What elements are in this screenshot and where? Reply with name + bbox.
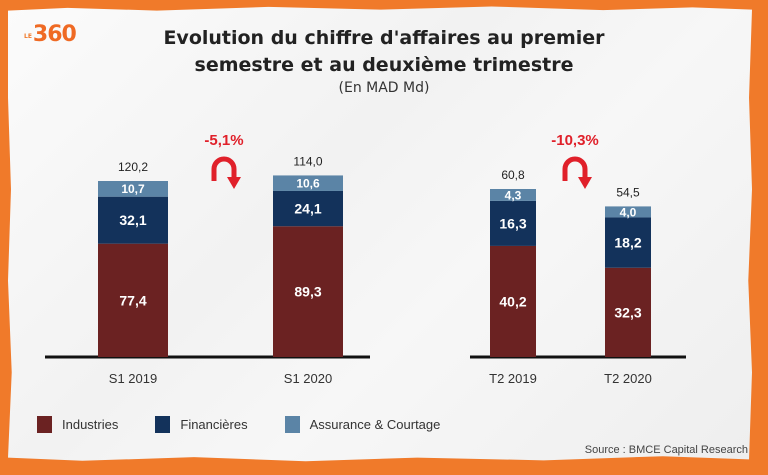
- bar-segment-financi-res: [98, 196, 168, 244]
- bar-value-label: 32,3: [614, 304, 641, 320]
- bar-segment-industries: [490, 245, 536, 357]
- u-turn-down-arrow-icon: [562, 156, 588, 181]
- bar-value-label: 10,7: [121, 182, 145, 196]
- bar-segment-financi-res: [605, 217, 651, 268]
- legend-swatch-financieres: [155, 416, 171, 433]
- legend-swatch-industries: [37, 416, 52, 433]
- logo-text: 360: [32, 22, 77, 47]
- bar-value-label: 32,1: [119, 212, 146, 228]
- legend-label: Assurance & Courtage: [309, 417, 441, 432]
- legend: Industries Financières Assurance & Court…: [37, 416, 477, 433]
- bar-segment-industries: [98, 243, 168, 357]
- u-turn-down-arrow-icon: [211, 156, 237, 181]
- chart-title: Evolution du chiffre d'affaires au premi…: [0, 25, 768, 79]
- bar-value-label: 40,2: [499, 294, 526, 310]
- bar-value-label: 89,3: [294, 284, 321, 300]
- legend-label: Financières: [180, 417, 248, 432]
- change-percentage-label: -5,1%: [204, 132, 243, 149]
- source-note: Source : BMCE Capital Research: [584, 444, 748, 456]
- bar-value-label: 10,6: [296, 177, 320, 191]
- bar-value-label: 77,4: [119, 292, 146, 308]
- bar-segment-assurance-courtage: [490, 189, 536, 201]
- legend-item-industries: Industries: [37, 416, 118, 433]
- bar-value-label: 16,3: [499, 215, 526, 231]
- chart-title-line-1: Evolution du chiffre d'affaires au premi…: [163, 27, 605, 49]
- legend-swatch-assurance: [284, 416, 300, 433]
- chart-subtitle: (En MAD Md): [338, 80, 430, 96]
- bar-segment-assurance-courtage: [273, 175, 343, 191]
- legend-item-assurance: Assurance & Courtage: [284, 416, 441, 433]
- change-percentage-label: -10,3%: [551, 132, 599, 149]
- legend-label: Industries: [62, 417, 119, 432]
- x-tick-label: T2 2020: [604, 371, 652, 386]
- x-tick-label: S1 2020: [284, 371, 332, 386]
- bar-total-label: 120,2: [118, 160, 148, 174]
- bar-value-label: 4,3: [505, 188, 522, 202]
- bar-value-label: 4,0: [620, 205, 637, 219]
- bar-segment-assurance-courtage: [98, 181, 168, 197]
- logo: LE 360: [24, 22, 77, 48]
- x-tick-label: S1 2019: [109, 371, 157, 386]
- chart-title-line-2: semestre et au deuxième trimestre: [194, 54, 574, 76]
- bar-value-label: 18,2: [614, 235, 641, 251]
- bar-total-label: 60,8: [501, 168, 525, 182]
- bar-total-label: 54,5: [616, 185, 640, 199]
- bar-total-label: 114,0: [293, 154, 322, 168]
- logo-prefix: LE: [24, 33, 32, 40]
- bar-segment-industries: [605, 267, 651, 357]
- bar-segment-financi-res: [273, 190, 343, 227]
- bar-segment-industries: [273, 226, 343, 357]
- bar-segment-financi-res: [490, 200, 536, 246]
- legend-item-financieres: Financières: [155, 416, 248, 433]
- arrow-head-icon: [227, 177, 241, 189]
- x-tick-label: T2 2019: [489, 371, 537, 386]
- arrow-head-icon: [578, 177, 592, 189]
- bar-value-label: 24,1: [294, 201, 321, 217]
- bar-segment-assurance-courtage: [605, 206, 651, 218]
